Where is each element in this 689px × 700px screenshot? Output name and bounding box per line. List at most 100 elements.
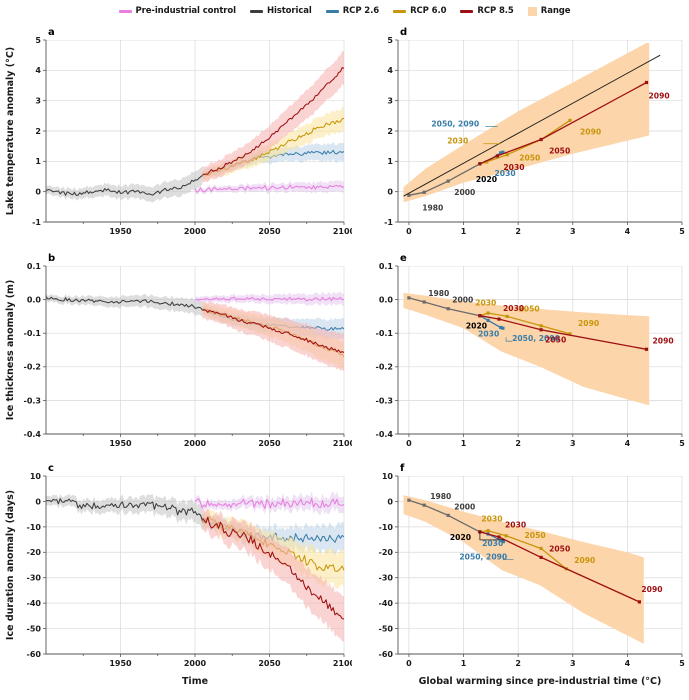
y-tick-label: 1 [387,157,393,166]
data-point-marker[interactable] [446,307,450,311]
data-point-marker[interactable] [497,535,501,539]
data-point-label: 1980 [430,492,451,501]
x-tick-label: 5 [679,227,685,236]
range-band-historical [46,293,203,318]
panel-e: 1980 2000 2020 2030 2050, 2090 2030 2050 2090 20… [352,248,689,459]
data-point-marker[interactable] [446,179,450,183]
chart-c: -60 -50 -40 -30 -20 -10 0 10 1950 2000 2050 2100 c Ic… [0,458,356,700]
legend-item-rcp-6-0[interactable]: RCP 6.0 [393,6,447,16]
data-point-marker[interactable] [501,150,505,154]
x-tick-label: 2100 [333,659,356,668]
data-point-marker[interactable] [484,160,489,164]
panel-a: -1 0 1 2 3 4 5 1950 2000 2050 2100 a Lake temperatur… [0,22,356,249]
data-point-marker[interactable] [478,530,482,534]
series-line-pre-industrial-control [194,497,345,510]
x-tick-label: 4 [625,227,631,236]
y-tick-label: -20 [379,548,394,557]
y-tick-label: -1 [32,218,41,227]
series-line-rcp-8-5 [479,81,647,165]
y-axis-label: Lake temperature anomaly (°C) [5,47,16,215]
data-point-marker[interactable] [486,529,490,533]
data-point-marker[interactable] [407,296,411,300]
range-band [403,292,650,406]
y-tick-label: 10 [30,472,42,481]
data-point-marker[interactable] [644,80,649,85]
data-point-marker[interactable] [422,190,426,194]
chart-a: -1 0 1 2 3 4 5 1950 2000 2050 2100 a Lake temperatur… [0,22,356,249]
data-point-marker[interactable] [644,347,649,351]
y-tick-label: 2 [35,127,41,136]
x-tick-label: 3 [570,439,576,448]
data-point-marker[interactable] [568,118,572,122]
data-point-marker[interactable] [504,534,508,538]
annotation-connector [505,337,513,342]
data-point-marker[interactable] [407,193,411,197]
y-tick-label: -50 [379,624,394,633]
data-point-marker[interactable] [422,300,426,304]
data-point-marker[interactable] [478,162,482,166]
x-tick-label: 2050 [258,659,281,668]
data-point-marker[interactable] [499,151,503,155]
data-point-label: 2000 [454,502,475,511]
data-point-marker[interactable] [539,546,543,551]
data-point-marker[interactable] [407,498,411,502]
data-point-label: 1980 [422,203,443,212]
data-point-marker[interactable] [497,317,501,321]
data-point-label: 2000 [454,188,475,197]
data-point-label: 2030 [475,299,496,308]
data-point-marker[interactable] [499,325,503,330]
range-band-rcp-8-5 [202,506,344,642]
annotation-connector [503,553,514,560]
y-tick-label: 5 [387,36,393,45]
data-point-marker[interactable] [539,555,543,559]
data-point-marker[interactable] [637,600,641,604]
data-point-label: 2030 [505,520,526,529]
data-point-marker[interactable] [422,503,426,507]
x-tick-label: 2000 [184,659,207,668]
data-point-marker[interactable] [495,154,499,158]
data-point-label: 2030 [478,329,499,338]
data-point-marker[interactable] [486,311,490,315]
x-axis-label: Global warming since pre-industrial time… [419,676,662,687]
y-tick-label: 0 [387,497,393,506]
data-point-label: 2050 [545,336,566,345]
data-point-label: 2050, 2090 [431,120,479,129]
legend-item-pre-industrial-control[interactable]: Pre-industrial control [118,6,236,16]
data-point-marker[interactable] [539,137,543,142]
data-point-marker[interactable] [501,326,505,330]
data-point-label: 2050, 2090 [459,553,507,562]
data-point-label: 2050 [549,545,570,554]
series-line-rcp-8-5 [479,531,640,603]
data-point-marker[interactable] [486,318,490,322]
data-point-marker[interactable] [501,540,505,544]
legend-swatch-icon [325,9,339,13]
legend-item-rcp-2-6[interactable]: RCP 2.6 [325,6,379,16]
y-tick-label: -0.4 [376,430,394,439]
legend-item-rcp-8-5[interactable]: RCP 8.5 [460,6,514,16]
data-point-label: 2090 [580,127,601,136]
data-point-marker[interactable] [478,314,482,318]
legend-item-historical[interactable]: Historical [249,6,312,16]
y-tick-label: -0.2 [376,363,394,372]
x-tick-label: 0 [406,227,412,236]
series-line-pre-industrial-control [194,296,345,302]
range-band-pre-industrial-control [195,180,344,195]
data-point-label: 2090 [578,319,599,328]
data-point-label: 2030 [503,304,524,313]
data-point-marker[interactable] [505,314,509,318]
y-axis-label: Ice duration anomaly (days) [5,490,16,640]
data-point-marker[interactable] [539,328,543,332]
y-tick-label: 0 [35,497,41,506]
legend-item-range[interactable]: Range [527,6,571,16]
x-tick-label: 2100 [333,439,356,448]
data-point-marker[interactable] [539,324,543,328]
data-point-marker[interactable] [500,539,504,543]
data-point-marker[interactable] [446,513,450,517]
data-point-marker[interactable] [568,332,572,336]
range-band-historical [46,493,203,532]
series-line-rcp-8-5 [202,309,345,354]
data-point-marker[interactable] [505,153,509,157]
y-tick-label: 0.0 [27,296,42,305]
